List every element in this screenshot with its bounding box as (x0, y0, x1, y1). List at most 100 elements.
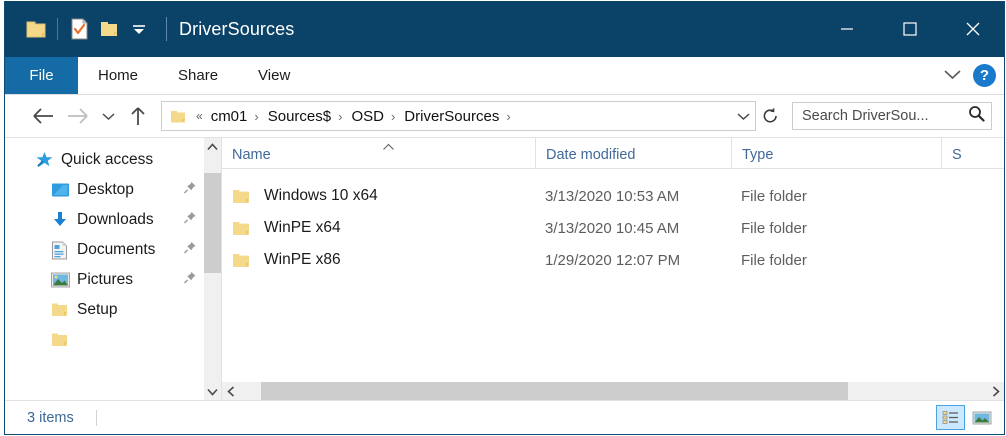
file-date-cell: 1/29/2020 12:07 PM (545, 251, 681, 269)
sidebar-item-label: Setup (77, 301, 118, 318)
desktop-icon (51, 182, 77, 198)
quick-access-toolbar (5, 14, 154, 44)
search-icon[interactable] (968, 105, 985, 127)
sidebar-item-label: Desktop (77, 181, 134, 198)
folder-icon[interactable] (21, 14, 51, 44)
scroll-down-arrow-icon[interactable] (204, 383, 221, 400)
file-name-cell[interactable]: WinPE x86 (222, 251, 535, 269)
navigation-scroll-track[interactable] (204, 155, 221, 383)
table-row[interactable]: WinPE x64 3/13/2020 10:45 AM File folder (222, 212, 1004, 244)
breadcrumb-item-cm01[interactable]: cm01 (210, 107, 248, 125)
file-type-cell: File folder (741, 219, 807, 237)
sidebar-item-documents[interactable]: Documents (5, 235, 221, 265)
search-input[interactable]: Search DriverSou... (792, 102, 992, 130)
minimize-button[interactable] (815, 1, 878, 57)
file-type-cell: File folder (741, 187, 807, 205)
up-button[interactable] (121, 99, 155, 133)
large-icons-view-button[interactable] (967, 405, 996, 430)
maximize-button[interactable] (878, 1, 941, 57)
column-header-size[interactable]: S (941, 138, 1001, 168)
column-header-size-label: S (952, 147, 962, 163)
sidebar-item-label: Pictures (77, 271, 133, 288)
navigation-list: Quick access Desktop (5, 138, 221, 355)
pin-icon[interactable] (183, 211, 197, 230)
window-controls (815, 1, 1004, 57)
sidebar-item-desktop[interactable]: Desktop (5, 175, 221, 205)
navigation-pane: Quick access Desktop (5, 138, 221, 400)
folder-icon (51, 302, 77, 318)
sort-ascending-icon (382, 139, 395, 155)
sidebar-item-pictures[interactable]: Pictures (5, 265, 221, 295)
properties-icon[interactable] (64, 14, 94, 44)
scroll-up-arrow-icon[interactable] (204, 138, 221, 155)
forward-button[interactable] (61, 99, 95, 133)
scroll-right-arrow-icon[interactable] (987, 382, 1004, 400)
expand-ribbon-chevron-icon[interactable] (944, 67, 961, 85)
breadcrumb-item-driversources[interactable]: DriverSources (404, 107, 500, 125)
table-row[interactable]: Windows 10 x64 3/13/2020 10:53 AM File f… (222, 180, 1004, 212)
chevron-down-icon[interactable] (124, 14, 154, 44)
file-type-cell: File folder (741, 251, 807, 269)
breadcrumb-separator-trailing[interactable]: › (506, 108, 511, 124)
scroll-left-arrow-icon[interactable] (222, 382, 239, 400)
search-placeholder: Search DriverSou... (802, 108, 929, 124)
folder-icon (51, 332, 77, 348)
window-title: DriverSources (179, 18, 295, 39)
file-list-horizontal-scrollbar[interactable] (222, 382, 1004, 400)
sidebar-item-label: Downloads (77, 211, 154, 228)
table-row[interactable]: WinPE x86 1/29/2020 12:07 PM File folder (222, 244, 1004, 276)
breadcrumb[interactable]: « cm01 › Sources$ › OSD › DriverSources … (161, 101, 756, 131)
breadcrumb-separator[interactable]: › (338, 108, 343, 124)
downloads-icon (51, 211, 77, 229)
close-button[interactable] (941, 1, 1004, 57)
tab-view[interactable]: View (258, 67, 291, 84)
file-name-label: WinPE x86 (264, 251, 341, 268)
file-name-label: WinPE x64 (264, 219, 341, 236)
sidebar-item-partial[interactable] (5, 325, 221, 355)
help-icon[interactable]: ? (973, 64, 996, 87)
file-rows: Windows 10 x64 3/13/2020 10:53 AM File f… (222, 169, 1004, 382)
breadcrumb-overflow[interactable]: « (196, 109, 203, 123)
tab-file[interactable]: File (5, 57, 78, 94)
ribbon-right-controls: ? (944, 57, 996, 94)
breadcrumb-folder-icon[interactable] (162, 109, 193, 124)
details-view-button[interactable] (936, 405, 965, 430)
ribbon-tab-bar: File Home Share View ? (5, 57, 1004, 95)
pin-icon[interactable] (183, 271, 197, 290)
new-folder-icon[interactable] (94, 14, 124, 44)
sidebar-item-downloads[interactable]: Downloads (5, 205, 221, 235)
folder-icon (232, 252, 264, 269)
status-separator (95, 409, 97, 426)
breadcrumb-separator[interactable]: › (254, 108, 259, 124)
navigation-scroll-thumb[interactable] (204, 173, 221, 273)
tab-home[interactable]: Home (98, 67, 139, 84)
sidebar-item-setup[interactable]: Setup (5, 295, 221, 325)
column-header-type[interactable]: Type (731, 138, 941, 168)
tab-share[interactable]: Share (178, 67, 219, 84)
file-name-cell[interactable]: WinPE x64 (222, 219, 535, 237)
folder-icon (232, 220, 264, 237)
horizontal-scroll-thumb[interactable] (261, 382, 848, 400)
pin-icon[interactable] (183, 241, 197, 260)
refresh-button[interactable] (756, 102, 784, 130)
back-button[interactable] (27, 99, 61, 133)
sidebar-item-quick-access[interactable]: Quick access (5, 145, 221, 175)
sidebar-item-label: Documents (77, 241, 156, 258)
recent-locations-chevron-icon[interactable] (95, 99, 121, 133)
file-name-cell[interactable]: Windows 10 x64 (222, 187, 535, 205)
toolbar-separator (57, 18, 58, 40)
breadcrumb-separator[interactable]: › (390, 108, 396, 124)
column-header-name[interactable]: Name (222, 138, 535, 168)
navigation-scrollbar[interactable] (204, 138, 221, 400)
breadcrumb-item-sources[interactable]: Sources$ (267, 107, 332, 125)
file-date-cell: 3/13/2020 10:53 AM (545, 187, 680, 205)
address-dropdown-chevron-icon[interactable] (731, 103, 755, 129)
title-bar: DriverSources (5, 1, 1004, 57)
pin-icon[interactable] (183, 181, 197, 200)
file-name-label: Windows 10 x64 (264, 187, 378, 204)
horizontal-scroll-track[interactable] (239, 382, 987, 400)
breadcrumb-item-osd[interactable]: OSD (351, 107, 384, 125)
view-mode-buttons (936, 401, 996, 434)
column-header-date-modified[interactable]: Date modified (535, 138, 731, 168)
